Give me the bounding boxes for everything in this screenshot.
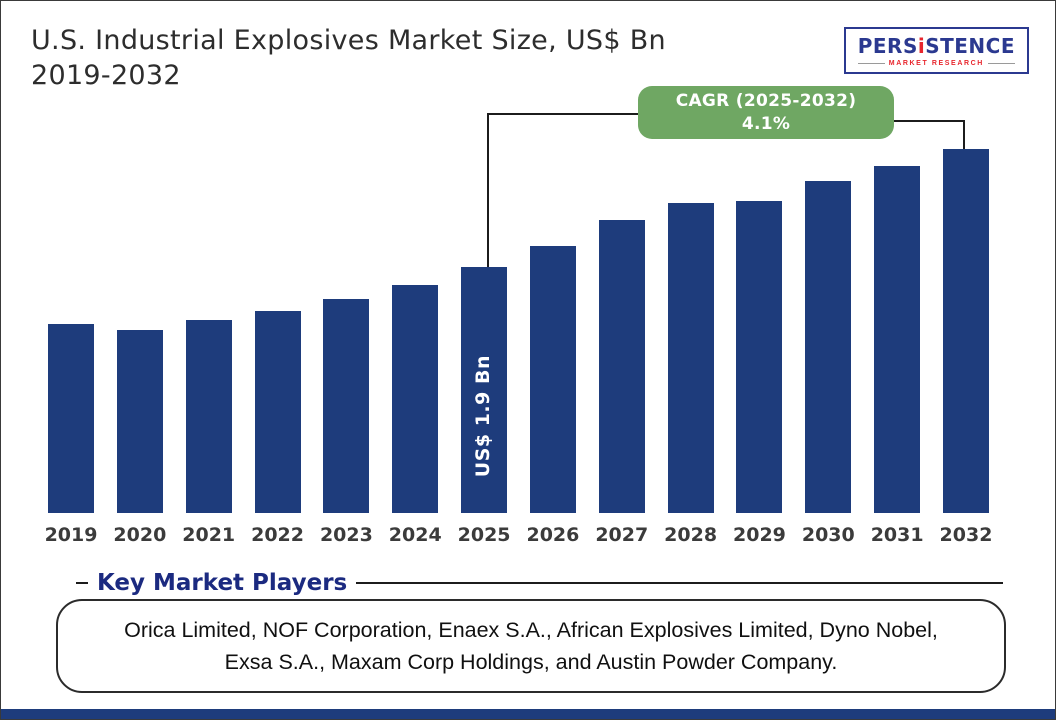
bar-2020 <box>116 330 163 513</box>
key-players-heading: Key Market Players <box>97 570 348 596</box>
bar-2022 <box>254 311 301 513</box>
cagr-connector-left-horizontal <box>487 113 638 115</box>
cagr-badge: CAGR (2025-2032) 4.1% <box>638 86 894 139</box>
bar-2031 <box>874 166 921 513</box>
bar-column: US$ 1.9 Bn 2025 <box>458 267 511 546</box>
bar-column: 2019 <box>45 324 97 546</box>
logo-wordmark-post: STENCE <box>925 34 1015 58</box>
bar-column: 2031 <box>871 166 924 546</box>
bar-2030 <box>805 181 852 513</box>
x-axis-label: 2025 <box>457 524 511 546</box>
x-axis-label: 2032 <box>939 524 993 546</box>
bar-2019 <box>48 324 94 513</box>
bottom-accent-strip <box>1 709 1055 719</box>
x-axis-label: 2030 <box>801 524 855 546</box>
bar-value-label: US$ 1.9 Bn <box>472 354 495 477</box>
bar-column: 2032 <box>940 149 992 546</box>
x-axis-label: 2024 <box>388 524 442 546</box>
cagr-badge-value: 4.1% <box>741 113 791 134</box>
bar-2032 <box>942 149 989 513</box>
x-axis-label: 2026 <box>526 524 580 546</box>
x-axis-label: 2028 <box>664 524 718 546</box>
chart-title-line-1: U.S. Industrial Explosives Market Size, … <box>31 25 666 56</box>
bar-2021 <box>185 320 232 513</box>
bar-column: 2026 <box>526 246 579 546</box>
bar-2027 <box>598 220 645 513</box>
bar-column: 2022 <box>251 311 304 546</box>
logo-tagline-rule-right <box>987 63 1016 64</box>
logo-wordmark-i: i <box>917 34 926 58</box>
x-axis-label: 2022 <box>251 524 304 546</box>
key-players-heading-row: Key Market Players <box>76 570 1003 596</box>
bar-column: 2020 <box>113 330 166 546</box>
key-players-box: Orica Limited, NOF Corporation, Enaex S.… <box>56 599 1006 693</box>
x-axis-label: 2027 <box>595 524 649 546</box>
bar-2025: US$ 1.9 Bn <box>461 267 508 513</box>
x-axis-label: 2021 <box>182 524 236 546</box>
bar-column: 2024 <box>389 285 442 546</box>
key-players-rule-left <box>76 582 88 584</box>
bar-2028 <box>667 203 714 513</box>
bar-2026 <box>529 246 576 513</box>
bar-column: 2021 <box>182 320 235 546</box>
logo-tagline-rule-left <box>857 63 885 64</box>
bar-chart: 2019 2020 2021 2022 2023 2024 US$ 1.9 Bn 2025 20… <box>45 149 992 546</box>
bar-column: 2029 <box>733 201 786 546</box>
chart-title-line-2: 2019-2032 <box>31 60 181 92</box>
bar-2029 <box>736 201 783 513</box>
bar-column: 2028 <box>664 203 717 546</box>
logo-wordmark-pre: PERS <box>857 34 918 58</box>
cagr-connector-left-vertical <box>487 113 489 299</box>
bar-column: 2023 <box>320 299 373 546</box>
bar-column: 2027 <box>595 220 648 546</box>
brand-logo: PERSiSTENCE MARKET RESEARCH <box>843 27 1029 74</box>
x-axis-label: 2023 <box>319 524 373 546</box>
cagr-connector-right-horizontal <box>894 120 965 122</box>
bar-2024 <box>392 285 439 513</box>
cagr-badge-label: CAGR (2025-2032) <box>675 90 857 111</box>
x-axis-label: 2020 <box>113 524 167 546</box>
bar-column: 2030 <box>802 181 855 546</box>
logo-tagline-text: MARKET RESEARCH <box>888 60 984 67</box>
x-axis-label: 2031 <box>870 524 924 546</box>
key-players-rule-right <box>356 582 1003 584</box>
logo-wordmark: PERSiSTENCE <box>858 35 1015 57</box>
logo-tagline: MARKET RESEARCH <box>857 60 1016 67</box>
x-axis-label: 2029 <box>733 524 786 546</box>
chart-title: U.S. Industrial Explosives Market Size, … <box>31 23 666 93</box>
x-axis-label: 2019 <box>44 524 98 546</box>
bar-2023 <box>323 299 370 513</box>
key-players-text: Orica Limited, NOF Corporation, Enaex S.… <box>124 617 938 674</box>
